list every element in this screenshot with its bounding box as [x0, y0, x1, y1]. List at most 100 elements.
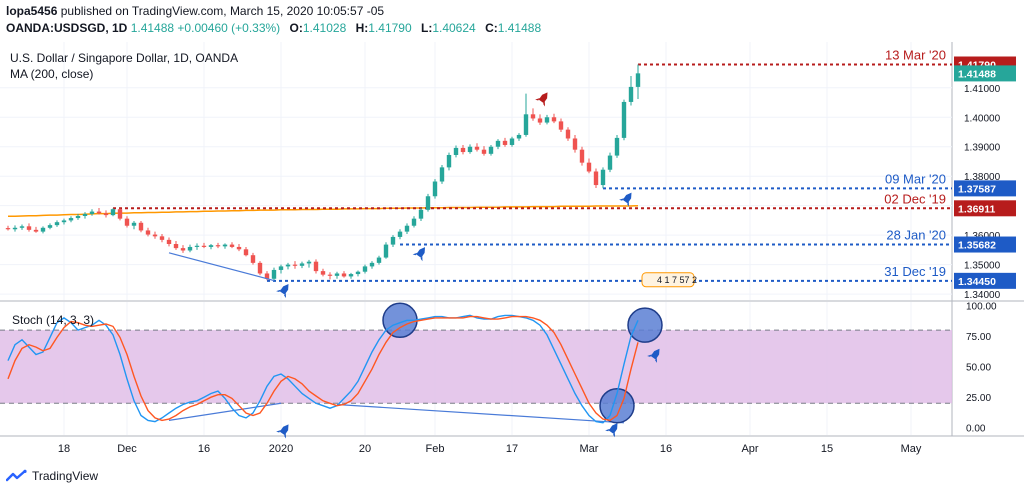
- last-price-tag: [954, 65, 1016, 82]
- candle-body: [215, 245, 221, 247]
- chart-title: U.S. Dollar / Singapore Dollar, 1D, OAND…: [10, 51, 238, 65]
- stoch-trend-line: [336, 403, 625, 424]
- last-price: 1.41488: [130, 21, 175, 35]
- candle-body: [390, 236, 396, 245]
- rocket-icon: [619, 192, 632, 207]
- candle: [110, 208, 116, 217]
- level-lines: 13 Mar '20 09 Mar '20 02 Dec '19 28 Jan '20…: [113, 48, 952, 282]
- candle-body: [460, 147, 466, 153]
- candle: [495, 139, 501, 150]
- candle-body: [222, 244, 228, 247]
- candle-body: [306, 261, 312, 264]
- rocket-icon: [647, 348, 660, 363]
- candle-body: [537, 118, 543, 123]
- trend-line: [168, 252, 275, 282]
- candle: [544, 114, 550, 125]
- candle: [404, 223, 410, 234]
- candle: [390, 235, 396, 247]
- candle-body: [341, 273, 347, 277]
- candle: [376, 255, 382, 265]
- stoch-tick-label: 100.00: [966, 302, 997, 313]
- candle: [425, 193, 431, 212]
- price-change: +0.00460 (+0.33%): [177, 21, 281, 35]
- candle-body: [453, 147, 459, 155]
- footer-brand[interactable]: TradingView: [32, 469, 99, 483]
- candle-body: [299, 263, 305, 266]
- candle: [117, 208, 123, 221]
- candle: [453, 145, 459, 158]
- candle-body: [600, 169, 606, 186]
- price-chart[interactable]: 13 Mar '20 09 Mar '20 02 Dec '19 28 Jan '20…: [0, 42, 1024, 462]
- candle: [516, 133, 522, 141]
- level-price-tag: [954, 200, 1016, 217]
- candle-body: [5, 228, 11, 230]
- candle: [397, 229, 403, 240]
- time-tick-label: 16: [660, 443, 672, 455]
- candle-body: [481, 149, 487, 154]
- candle: [537, 114, 543, 125]
- candle-body: [369, 262, 375, 267]
- candle: [229, 242, 235, 249]
- price-tick-label: 1.34000: [964, 290, 1001, 301]
- stoch-lines: [7, 314, 639, 424]
- candle-body: [614, 137, 620, 156]
- candle: [33, 226, 39, 233]
- candles: [5, 64, 641, 281]
- candle-body: [75, 216, 81, 219]
- symbol-label: OANDA:USDSGD, 1D: [6, 21, 128, 35]
- candle-body: [530, 114, 536, 119]
- candle: [40, 226, 46, 234]
- candle-body: [593, 171, 599, 186]
- candle-body: [124, 218, 130, 226]
- candle: [75, 213, 81, 220]
- rocket-fin: [412, 252, 423, 262]
- candle-body: [404, 225, 410, 232]
- candle-body: [152, 234, 158, 237]
- candle-body: [236, 246, 242, 250]
- price-tick-label: 1.35000: [964, 261, 1001, 272]
- candle-body: [334, 273, 340, 276]
- candle-body: [348, 274, 354, 277]
- candle-body: [544, 117, 550, 123]
- candle-body: [418, 209, 424, 219]
- level-price-tag: [954, 272, 1016, 289]
- candle: [502, 137, 508, 147]
- candle-body: [180, 248, 186, 251]
- stoch-axis[interactable]: 100.00 75.00 50.00 25.00 0.00: [966, 302, 997, 435]
- highlight-circle: [627, 307, 663, 343]
- candle: [47, 223, 53, 230]
- author-name[interactable]: lopa5456: [6, 4, 58, 18]
- stoch-d-line: [7, 315, 639, 422]
- stoch-trend-line: [168, 402, 282, 421]
- candle-body: [635, 73, 641, 87]
- candle-body: [145, 230, 151, 235]
- candle-body: [250, 255, 256, 263]
- time-tick-label: Mar: [580, 443, 599, 455]
- candle: [194, 243, 200, 250]
- candle: [131, 221, 137, 230]
- candle-body: [628, 86, 634, 102]
- time-tick-label: 2020: [269, 443, 293, 455]
- candle: [61, 218, 67, 225]
- time-axis[interactable]: 18 Dec 16 2020 20 Feb 17 Mar 16 Apr 15 May: [58, 443, 922, 455]
- price-tags: 1.417901.375871.369111.356821.344501.414…: [954, 56, 1016, 289]
- candle-body: [229, 244, 235, 247]
- candle-body: [502, 140, 508, 145]
- candle: [180, 245, 186, 253]
- candle-body: [558, 121, 564, 130]
- candle: [551, 113, 557, 124]
- candle-body: [138, 222, 144, 231]
- rocket-fin: [276, 289, 286, 299]
- candle: [26, 223, 32, 232]
- candle-body: [271, 269, 277, 279]
- footer: TradingView: [6, 466, 98, 486]
- candle-body: [243, 249, 249, 256]
- candle-body: [383, 244, 389, 258]
- candle: [530, 108, 536, 121]
- candle: [299, 261, 305, 269]
- candle-body: [103, 213, 109, 216]
- rocket-icon: [276, 283, 289, 299]
- last-price-tag-text: 1.41488: [958, 68, 996, 80]
- stoch-tick-label: 75.00: [966, 332, 991, 343]
- candle: [257, 261, 263, 276]
